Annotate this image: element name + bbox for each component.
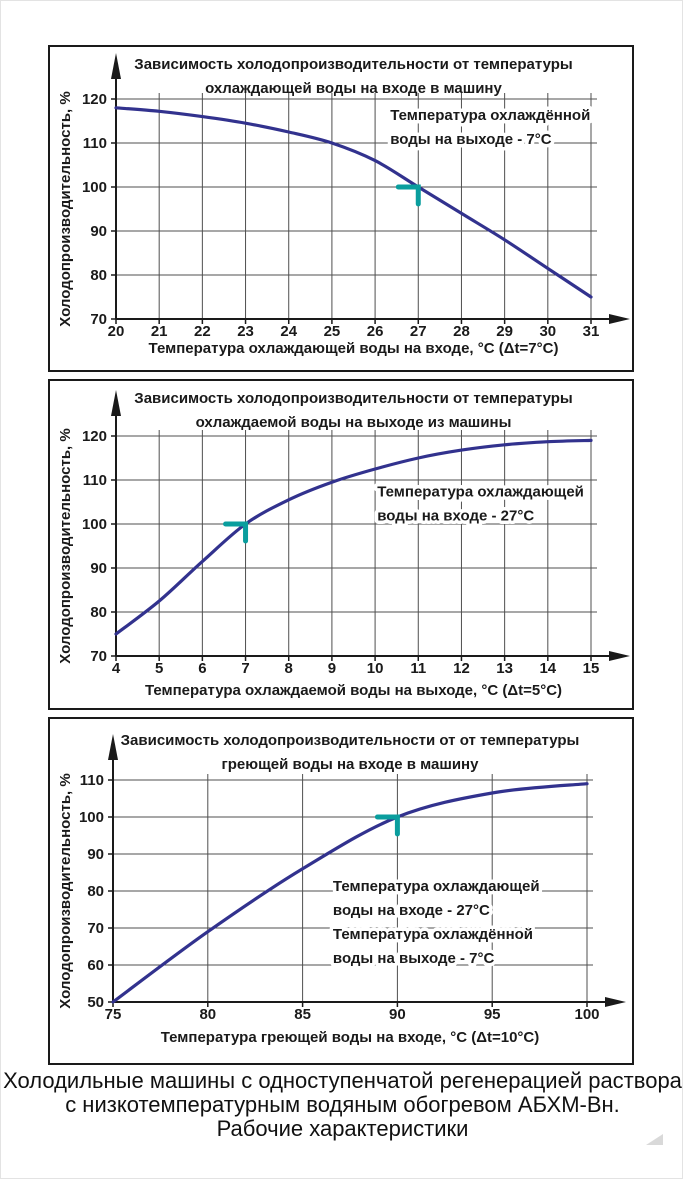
caption-line-2: с низкотемпературным водяным обогревом А… [65, 1092, 620, 1117]
x-axis-arrow-icon [609, 314, 630, 324]
y-tick-label: 100 [82, 179, 107, 196]
chart-cooling-water-inlet: 20 21 22 23 24 25 26 27 28 29 30 31 70 80 90 100 110 120 З… [48, 45, 634, 372]
x-tick-label: 21 [151, 323, 168, 340]
caption-line-1: Холодильные машины с одноступенчатой рег… [3, 1068, 682, 1093]
y-tick-label: 110 [83, 472, 107, 489]
x-tick-label: 13 [496, 660, 513, 677]
x-tick-label: 23 [237, 323, 254, 340]
chart-cooling-water-inlet-canvas: 20 21 22 23 24 25 26 27 28 29 30 31 70 80 90 100 110 120 З… [57, 53, 630, 357]
y-tick-label: 60 [87, 957, 104, 974]
design-point-marker [223, 521, 249, 544]
x-tick-label: 22 [194, 323, 211, 340]
caption-line-3: Рабочие характеристики [216, 1116, 469, 1141]
performance-curve [111, 782, 589, 1004]
chart-title-line: охлаждающей воды на входе в машину [205, 80, 502, 97]
x-tick-label: 31 [583, 323, 600, 340]
y-tick-label: 90 [90, 223, 107, 240]
y-tick-label: 80 [87, 883, 104, 900]
figure-caption: Холодильные машины с одноступенчатой рег… [1, 1068, 682, 1141]
chart-chilled-water-outlet: 4 5 6 7 8 9 10 11 12 13 14 15 70 80 90 100 110 120 Зависим… [48, 379, 634, 710]
design-point-marker [395, 184, 421, 207]
chart-title-line: греющей воды на входе в машину [222, 756, 480, 773]
chart-title-line: охлаждаемой воды на выходе из машины [196, 414, 512, 431]
chart-title-line: Зависимость холодопроизводительности от … [134, 390, 572, 407]
y-axis-arrow-icon [108, 734, 118, 760]
chart-heating-water-inlet-canvas: 75 80 85 90 95 100 50 60 70 80 90 100 110 Зависимость… [57, 732, 626, 1046]
annotation-text: воды на входе - 27°C [377, 507, 534, 524]
y-tick-label: 120 [82, 91, 107, 108]
x-axis-label: Температура охлаждающей воды на входе, °… [149, 340, 559, 357]
x-tick-label: 8 [285, 660, 293, 677]
x-tick-label: 100 [574, 1006, 599, 1023]
design-point-marker [374, 814, 400, 837]
x-tick-label: 6 [198, 660, 206, 677]
x-tick-label: 24 [280, 323, 297, 340]
annotation-text: воды на входе - 27°C [333, 902, 490, 919]
y-axis-label: Холодопроизводительность, % [57, 428, 74, 663]
y-tick-label: 120 [82, 428, 107, 445]
x-tick-label: 15 [583, 660, 600, 677]
x-tick-label: 29 [496, 323, 513, 340]
y-axis-arrow-icon [111, 53, 121, 79]
x-tick-label: 27 [410, 323, 427, 340]
y-tick-label: 70 [90, 311, 107, 328]
performance-curve [114, 106, 593, 299]
x-axis-arrow-icon [609, 651, 630, 661]
x-tick-label: 26 [367, 323, 384, 340]
x-tick-label: 30 [539, 323, 556, 340]
chart-heating-water-inlet: 75 80 85 90 95 100 50 60 70 80 90 100 110 Зависимость… [48, 717, 634, 1065]
x-tick-label: 5 [155, 660, 163, 677]
y-tick-label: 100 [82, 516, 107, 533]
x-tick-label: 95 [484, 1006, 501, 1023]
y-tick-label: 80 [90, 604, 107, 621]
y-axis-label: Холодопроизводительность, % [57, 773, 74, 1008]
x-axis-label: Температура охлаждаемой воды на выходе, … [145, 682, 562, 699]
annotation-text: воды на выходе - 7°C [390, 131, 552, 148]
y-axis-arrow-icon [111, 390, 121, 416]
annotation-text: Температура охлаждённой [390, 107, 590, 124]
x-tick-label: 10 [367, 660, 384, 677]
x-tick-label: 80 [199, 1006, 216, 1023]
x-axis-label: Температура греющей воды на входе, °C (Δ… [161, 1029, 540, 1046]
y-tick-label: 100 [79, 809, 104, 826]
y-tick-label: 90 [87, 846, 104, 863]
x-tick-label: 14 [539, 660, 556, 677]
x-tick-label: 12 [453, 660, 470, 677]
x-tick-label: 90 [389, 1006, 406, 1023]
x-tick-label: 11 [410, 660, 426, 677]
annotation-text: Температура охлаждающей [377, 483, 584, 500]
x-tick-label: 7 [241, 660, 249, 677]
x-tick-label: 85 [294, 1006, 311, 1023]
annotation-text: Температура охлаждающей [333, 878, 540, 895]
y-tick-label: 90 [90, 560, 107, 577]
chart-title-line: Зависимость холодопроизводительности от … [134, 56, 572, 73]
scan-artifact [646, 1134, 663, 1145]
x-tick-label: 75 [105, 1006, 122, 1023]
x-tick-label: 4 [112, 660, 121, 677]
x-tick-label: 20 [108, 323, 125, 340]
y-tick-label: 80 [90, 267, 107, 284]
y-tick-label: 110 [83, 135, 107, 152]
y-tick-label: 50 [87, 994, 104, 1011]
x-tick-label: 25 [324, 323, 341, 340]
x-tick-label: 28 [453, 323, 470, 340]
y-tick-label: 70 [87, 920, 104, 937]
y-axis-label: Холодопроизводительность, % [57, 91, 74, 326]
annotation-text: Температура охлаждённой [333, 926, 533, 943]
y-tick-label: 70 [90, 648, 107, 665]
x-axis-arrow-icon [605, 997, 626, 1007]
annotation-text: воды на выходе - 7°C [333, 950, 495, 967]
y-tick-label: 110 [80, 772, 104, 789]
x-tick-label: 9 [328, 660, 336, 677]
chart-title-line: Зависимость холодопроизводительности от … [121, 732, 580, 749]
chart-chilled-water-outlet-canvas: 4 5 6 7 8 9 10 11 12 13 14 15 70 80 90 100 110 120 Зависим… [57, 390, 630, 699]
performance-curve [114, 438, 593, 636]
